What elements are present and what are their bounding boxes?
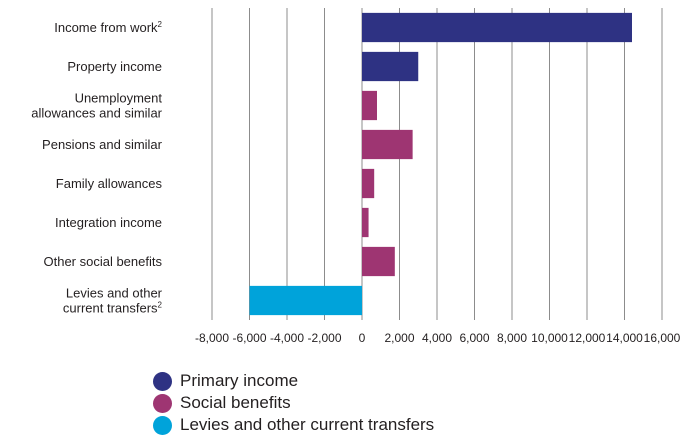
legend-label-2: Levies and other current transfers [180, 415, 435, 434]
x-tick-label-2: -4,000 [270, 331, 304, 345]
legend-item-1: Social benefits [153, 392, 434, 414]
legend-item-2: Levies and other current transfers [153, 414, 434, 436]
x-tick-label-8: 8,000 [497, 331, 527, 345]
legend-item-0: Primary income [153, 370, 434, 392]
bar-0 [362, 12, 632, 43]
legend-swatch-2 [153, 415, 172, 435]
category-label-6: Other social benefits [43, 254, 162, 269]
category-label-1: Property income [67, 59, 162, 74]
x-tick-label-6: 4,000 [422, 331, 452, 345]
x-tick-label-10: 12,000 [569, 331, 606, 345]
chart-legend: Primary income Social benefits Levies and … [153, 370, 434, 436]
x-tick-label-11: 14,000 [606, 331, 643, 345]
x-tick-label-4: 0 [359, 331, 366, 345]
bar-1 [362, 51, 419, 82]
bar-2 [362, 90, 377, 121]
x-tick-label-5: 2,000 [384, 331, 414, 345]
bar-3 [362, 129, 413, 160]
x-tick-label-0: -8,000 [195, 331, 229, 345]
x-tick-label-7: 6,000 [459, 331, 489, 345]
bar-6 [362, 246, 395, 277]
bar-7 [249, 285, 362, 316]
category-label-3: Pensions and similar [42, 137, 163, 152]
x-tick-label-3: -2,000 [307, 331, 341, 345]
category-label-0: Income from work2 [54, 20, 162, 35]
legend-swatch-1 [153, 393, 172, 413]
legend-label-0: Primary income [180, 371, 299, 390]
bar-chart: Income from work2 Property income Unemploy… [31, 8, 681, 345]
category-label-2: Unemployment allowances and similar [31, 91, 162, 121]
x-tick-label-9: 10,000 [531, 331, 568, 345]
legend-label-1: Social benefits [180, 393, 291, 412]
x-tick-label-1: -6,000 [232, 331, 266, 345]
category-label-4: Family allowances [56, 176, 163, 191]
x-tick-label-12: 16,000 [644, 331, 681, 345]
bar-4 [362, 168, 375, 199]
bar-5 [362, 207, 369, 238]
category-label-5: Integration income [55, 215, 162, 230]
category-label-7: Levies and other current transfers2 [63, 286, 163, 316]
legend-swatch-0 [153, 371, 172, 391]
